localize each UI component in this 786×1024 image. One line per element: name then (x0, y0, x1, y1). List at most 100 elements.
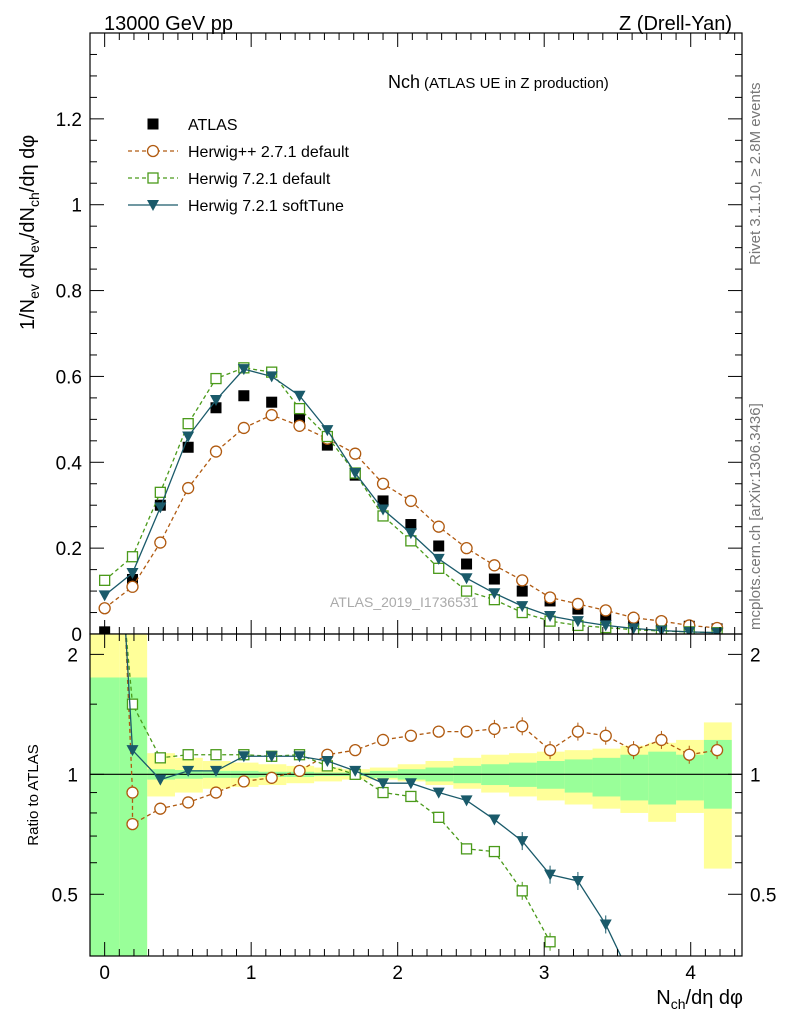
main-y-tick-label: 0.2 (56, 539, 82, 560)
ratio-band-green (564, 759, 593, 793)
ratio-point-softtune (377, 778, 390, 790)
main-point-herwigpp (460, 541, 473, 555)
main-point-herwigpp (209, 445, 223, 458)
main-point-atlas (238, 390, 250, 402)
ratio-y-label: Ratio to ATLAS (25, 744, 42, 845)
main-point-herwig721 (210, 372, 222, 385)
ratio-y-tick-label: 1 (67, 765, 78, 786)
ratio-point-softtune (516, 836, 529, 848)
ratio-point-softtune (293, 751, 306, 763)
main-point-herwigpp (182, 481, 195, 495)
main-y-tick-label: 0 (71, 625, 82, 646)
main-point-softtune (126, 568, 139, 580)
main-point-softtune (599, 620, 612, 632)
main-point-atlas (182, 441, 194, 453)
ratio-point-herwig721 (433, 811, 445, 823)
main-point-atlas (266, 396, 278, 408)
main-point-herwigpp (488, 559, 501, 572)
ratio-band-green (119, 677, 148, 956)
main-point-atlas (461, 558, 473, 570)
main-point-herwigpp (293, 419, 306, 432)
main-point-herwigpp (432, 520, 445, 533)
main-y-axis-label: 1/Nev dNev/dNch/dη dφ (17, 135, 42, 330)
main-point-herwigpp (98, 602, 111, 615)
ratio-point-herwigpp (571, 725, 585, 738)
ratio-point-softtune (265, 751, 278, 763)
ratio-point-herwigpp (683, 748, 696, 761)
header-energy: 13000 GeV pp (104, 13, 233, 35)
legend-label-herwig721: Herwig 7.2.1 default (188, 171, 331, 188)
ratio-point-herwigpp (349, 743, 362, 757)
main-point-atlas (210, 402, 222, 414)
ratio-point-herwigpp (182, 796, 195, 809)
x-tick-label: 1 (246, 963, 257, 984)
main-point-herwig721 (460, 585, 473, 597)
main-point-softtune (683, 626, 696, 634)
ratio-point-softtune (599, 919, 612, 931)
main-point-softtune (237, 364, 250, 376)
ratio-point-herwigpp (126, 817, 139, 831)
x-tick-label: 0 (99, 963, 110, 984)
legend-marker-softtune (147, 200, 159, 211)
main-point-herwig721 (99, 574, 111, 586)
legend-label-herwigpp: Herwig++ 2.7.1 default (188, 144, 350, 161)
ratio-point-herwigpp (293, 764, 306, 778)
ratio-y-tick-label-right: 0.5 (750, 885, 776, 906)
main-y-tick-label: 0.8 (56, 282, 82, 303)
main-point-softtune (349, 468, 362, 480)
ratio-point-herwigpp (126, 786, 139, 799)
main-point-herwigpp (599, 604, 612, 617)
main-point-softtune (627, 623, 640, 634)
ratio-frame (89, 633, 743, 957)
main-point-herwigpp (376, 477, 390, 490)
main-point-softtune (182, 431, 195, 443)
ratio-point-herwig721 (516, 885, 528, 897)
ratio-point-herwigpp (404, 729, 418, 742)
main-point-herwigpp (571, 597, 585, 611)
ratio-point-herwig721 (405, 790, 417, 803)
main-point-softtune (321, 425, 334, 437)
main-point-softtune (516, 601, 529, 613)
ratio-point-herwigpp (488, 722, 501, 736)
header-process: Z (Drell-Yan) (619, 13, 732, 35)
ratio-line-softtune (125, 634, 622, 956)
ratio-point-herwigpp (516, 720, 529, 733)
x-tick-label: 3 (539, 963, 550, 984)
ratio-point-herwigpp (265, 771, 278, 784)
main-point-herwigpp (516, 574, 529, 587)
ratio-point-softtune (237, 751, 250, 763)
main-point-herwigpp (543, 591, 557, 604)
main-point-herwig721 (293, 402, 306, 415)
ratio-plot-panel: 0.5 0.5 1 1 2 2 0 1 2 3 4 Ratio to ATLAS (25, 633, 776, 984)
ratio-band-green (648, 751, 677, 805)
main-point-softtune (404, 528, 417, 540)
ratio-point-herwigpp (655, 733, 668, 747)
ratio-point-herwig721 (154, 752, 166, 764)
main-point-herwigpp (349, 447, 362, 460)
main-point-herwigpp (404, 494, 418, 508)
ratio-point-herwigpp (376, 733, 390, 747)
main-point-atlas (377, 495, 389, 507)
ratio-point-softtune (126, 745, 139, 757)
x-axis-label: Nch/dη dφ (656, 987, 743, 1012)
main-point-herwigpp (237, 421, 250, 435)
rivet-label: Rivet 3.1.10, ≥ 2.8M events (747, 83, 764, 266)
main-point-herwig721 (126, 551, 139, 563)
ratio-band-green (90, 677, 120, 956)
plot-subtitle: (ATLAS UE in Z production) (424, 75, 609, 92)
main-y-tick-label: 0.6 (56, 367, 82, 388)
ratio-point-softtune (460, 795, 473, 807)
main-point-softtune (544, 610, 557, 622)
ratio-point-herwigpp (627, 743, 640, 757)
ratio-point-softtune (571, 875, 584, 887)
legend-marker-herwig721 (147, 172, 159, 184)
y-axis-label: 1/Nev dNev/dNch/dη dφ (17, 135, 42, 330)
ratio-point-herwig721 (488, 845, 501, 858)
ratio-point-softtune (321, 756, 334, 768)
legend-marker-herwigpp (146, 144, 160, 158)
ratio-point-herwigpp (543, 743, 557, 757)
main-point-softtune (488, 588, 501, 600)
ratio-point-herwigpp (209, 786, 223, 799)
main-point-softtune (98, 590, 111, 602)
